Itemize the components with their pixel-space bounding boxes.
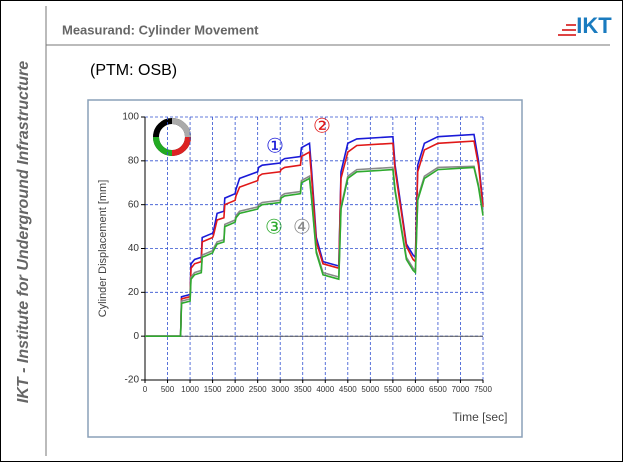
series-label: ③: [265, 215, 283, 239]
logo-text: IKT: [576, 13, 612, 38]
sensor-icon: [153, 118, 191, 156]
header-title: Measurand: Cylinder Movement: [62, 22, 259, 37]
x-tick-label: 1000: [181, 385, 199, 394]
series-label: ①: [266, 134, 284, 158]
series-line: [145, 166, 484, 337]
series-line: [145, 165, 484, 337]
logo: IKT: [558, 13, 612, 38]
x-tick-label: 7000: [452, 385, 470, 394]
x-tick-label: 4500: [339, 385, 357, 394]
y-axis-label: Cylinder Displacement [mm]: [97, 180, 109, 318]
x-tick-label: 3000: [271, 385, 289, 394]
y-tick-label: 40: [128, 243, 140, 254]
y-tick-label: -20: [125, 375, 140, 386]
x-axis-label: Time [sec]: [453, 410, 508, 424]
logo-stripe: [566, 24, 576, 26]
chart-frame: [87, 99, 523, 438]
logo-stripe: [558, 34, 576, 36]
y-tick-label: 60: [128, 199, 140, 210]
logo-stripe: [562, 29, 576, 31]
x-tick-label: 2000: [226, 385, 244, 394]
series-label: ②: [313, 114, 331, 138]
series-line: [145, 140, 484, 337]
y-tick-label: 20: [128, 287, 140, 298]
x-tick-label: 5500: [384, 385, 402, 394]
x-tick-label: 3500: [294, 385, 312, 394]
y-tick-label: 80: [128, 155, 140, 166]
series-label: ④: [293, 215, 311, 239]
x-tick-label: 6000: [407, 385, 425, 394]
x-tick-label: 5000: [361, 385, 379, 394]
x-tick-label: 1500: [204, 385, 222, 394]
subtitle: (PTM: OSB): [90, 62, 177, 79]
y-tick-label: 100: [122, 112, 139, 123]
sidebar-title: IKT - Institute for Underground Infrastr…: [15, 61, 32, 403]
x-tick-label: 0: [143, 385, 148, 394]
x-tick-label: 7500: [474, 385, 492, 394]
y-tick-label: 0: [133, 331, 139, 342]
icon-segment: [153, 136, 173, 156]
series-line: [145, 133, 484, 337]
x-tick-label: 6500: [429, 385, 447, 394]
x-tick-label: 4000: [316, 385, 334, 394]
icon-segment: [171, 118, 191, 138]
x-tick-label: 500: [161, 385, 175, 394]
icon-segment: [171, 136, 191, 156]
x-tick-label: 2500: [249, 385, 267, 394]
